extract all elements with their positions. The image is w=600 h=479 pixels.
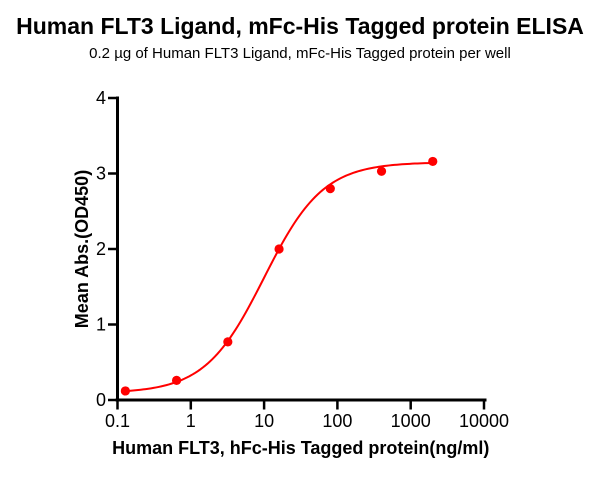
data-point — [223, 337, 233, 347]
x-tick-label: 10 — [254, 411, 274, 431]
chart-subtitle: 0.2 µg of Human FLT3 Ligand, mFc-His Tag… — [89, 45, 511, 62]
y-tick-label: 3 — [96, 164, 106, 184]
data-point — [274, 244, 284, 254]
y-axis-title: Mean Abs.(OD450) — [72, 170, 92, 328]
x-tick-label: 0.1 — [105, 411, 130, 431]
data-point — [325, 184, 335, 194]
y-tick-label: 2 — [96, 239, 106, 259]
x-tick-label: 10000 — [459, 411, 509, 431]
y-tick-label: 4 — [96, 88, 106, 108]
x-tick-label: 100 — [322, 411, 352, 431]
y-tick-label: 1 — [96, 315, 106, 335]
data-point — [171, 375, 182, 385]
x-tick-label: 1000 — [391, 411, 431, 431]
fit-curve — [124, 161, 434, 393]
x-axis-title: Human FLT3, hFc-His Tagged protein(ng/ml… — [112, 438, 489, 458]
chart-title: Human FLT3 Ligand, mFc-His Tagged protei… — [16, 13, 584, 39]
x-tick-label: 1 — [186, 411, 196, 431]
data-point — [428, 156, 438, 167]
y-tick-label: 0 — [96, 390, 106, 410]
data-point — [376, 166, 387, 176]
data-point — [120, 386, 130, 396]
